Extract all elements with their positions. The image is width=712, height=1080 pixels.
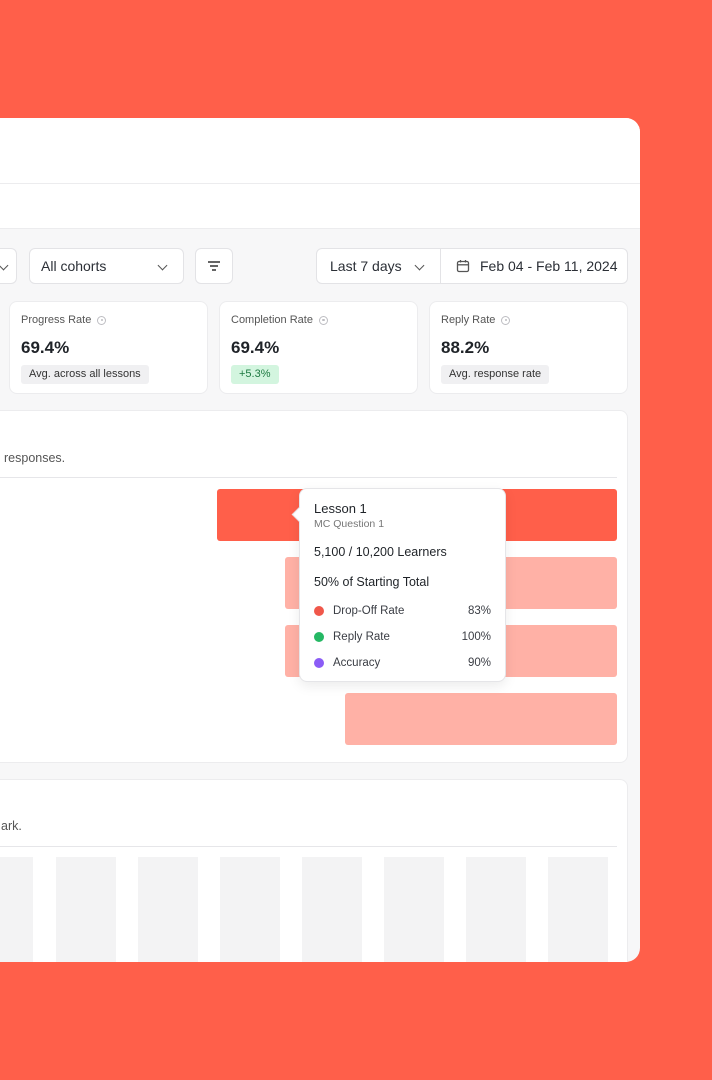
metric-label: Completion Rate xyxy=(231,314,313,326)
accuracy-dot-icon xyxy=(314,658,324,668)
tooltip-subtitle: MC Question 1 xyxy=(314,518,385,530)
date-range-picker[interactable]: Feb 04 - Feb 11, 2024 xyxy=(440,248,628,284)
benchmark-column xyxy=(548,857,608,962)
top-bar xyxy=(0,118,640,184)
info-icon[interactable] xyxy=(501,315,511,325)
metric-label: Progress Rate xyxy=(21,314,92,326)
benchmark-column xyxy=(302,857,362,962)
date-preset-value: Last 7 days xyxy=(330,258,402,274)
tooltip-row-dropoff: Drop-Off Rate 83% xyxy=(314,603,491,619)
benchmark-column xyxy=(56,857,116,962)
tooltip-row-label: Reply Rate xyxy=(333,631,390,643)
info-icon[interactable] xyxy=(318,315,328,325)
filter-icon xyxy=(208,259,220,274)
metric-tag: Avg. across all lessons xyxy=(21,365,149,384)
metric-label: Reply Rate xyxy=(441,314,496,326)
metric-change-badge: +5.3% xyxy=(231,365,279,384)
date-range-value: Feb 04 - Feb 11, 2024 xyxy=(480,258,618,274)
benchmark-caption: ark. xyxy=(1,819,22,833)
funnel-tooltip: Lesson 1 MC Question 1 5,100 / 10,200 Le… xyxy=(299,488,506,682)
metric-card-completion-rate: Completion Rate 69.4% +5.3% xyxy=(219,301,418,394)
chevron-down-icon xyxy=(0,260,9,271)
metric-value: 88.2% xyxy=(441,338,490,357)
metric-tag: Avg. response rate xyxy=(441,365,550,384)
metric-value: 69.4% xyxy=(21,338,70,357)
benchmark-column xyxy=(0,857,33,962)
benchmark-column xyxy=(220,857,280,962)
tooltip-row-value: 90% xyxy=(467,657,491,669)
tooltip-learners: 5,100 / 10,200 Learners xyxy=(314,545,447,559)
sub-bar xyxy=(0,184,640,229)
metric-card-progress-rate: Progress Rate 69.4% Avg. across all less… xyxy=(9,301,208,394)
tooltip-row-value: 100% xyxy=(461,631,491,643)
tooltip-row-value: 83% xyxy=(467,605,491,617)
dashboard-window: All cohorts Last 7 days Feb 04 - Feb 11,… xyxy=(0,118,640,962)
divider xyxy=(0,477,617,478)
metric-card-reply-rate: Reply Rate 88.2% Avg. response rate xyxy=(429,301,628,394)
tooltip-row-label: Accuracy xyxy=(333,657,381,669)
tooltip-row-label: Drop-Off Rate xyxy=(333,605,405,617)
dropoff-dot-icon xyxy=(314,606,324,616)
chevron-down-icon xyxy=(414,260,425,271)
chevron-down-icon xyxy=(157,260,168,271)
tooltip-share: 50% of Starting Total xyxy=(314,575,430,589)
funnel-caption: responses. xyxy=(4,451,66,465)
tooltip-row-accuracy: Accuracy 90% xyxy=(314,655,491,671)
info-icon[interactable] xyxy=(97,315,107,325)
divider xyxy=(0,846,617,847)
cohort-select[interactable]: All cohorts xyxy=(29,248,184,284)
date-preset-select[interactable]: Last 7 days xyxy=(316,248,441,284)
funnel-bar-4[interactable] xyxy=(345,693,617,745)
partial-dropdown[interactable] xyxy=(0,248,17,284)
benchmark-column xyxy=(138,857,198,962)
calendar-icon xyxy=(456,260,470,273)
tooltip-title: Lesson 1 xyxy=(314,501,367,516)
filter-button[interactable] xyxy=(195,248,233,284)
benchmark-column xyxy=(384,857,444,962)
benchmark-column xyxy=(466,857,526,962)
metric-value: 69.4% xyxy=(231,338,280,357)
reply-dot-icon xyxy=(314,632,324,642)
cohort-select-value: All cohorts xyxy=(41,258,107,274)
tooltip-row-reply: Reply Rate 100% xyxy=(314,629,491,645)
